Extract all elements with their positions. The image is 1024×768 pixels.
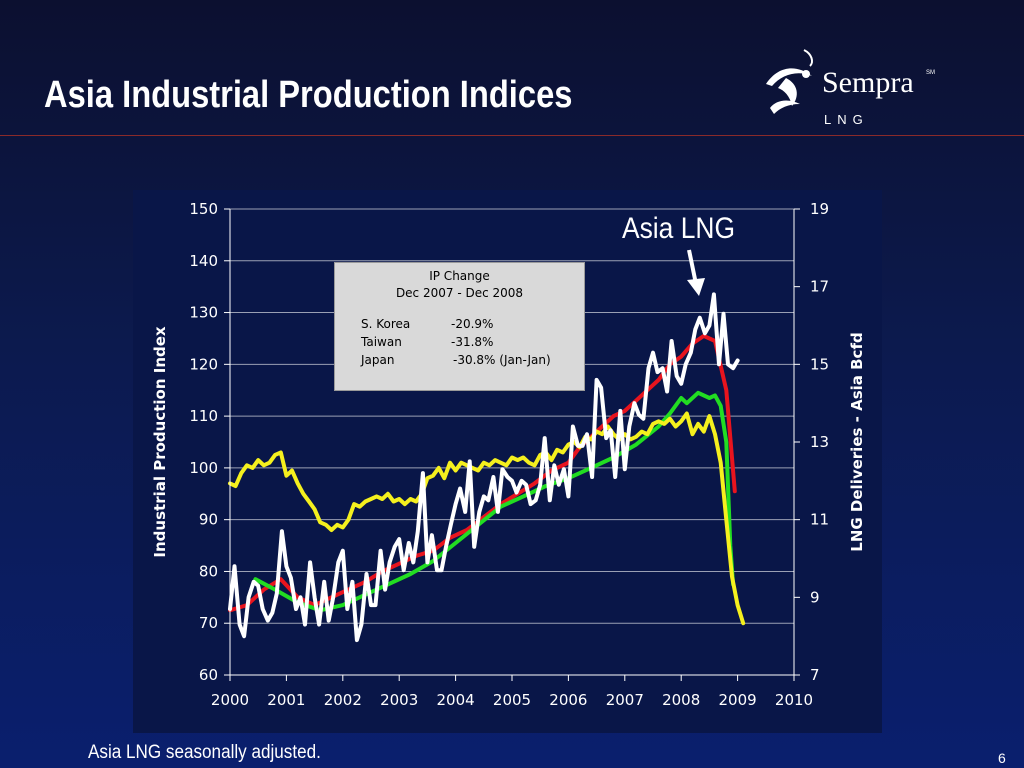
ip-row-country: Japan xyxy=(361,353,395,367)
x-tick-label: 2004 xyxy=(437,691,475,709)
down-arrow-icon xyxy=(687,249,705,296)
y2-tick-label: 11 xyxy=(810,511,829,529)
y-tick-label: 140 xyxy=(189,252,218,270)
y2-tick-label: 9 xyxy=(810,588,820,606)
y-tick-label: 150 xyxy=(189,200,218,218)
y2-tick-label: 13 xyxy=(810,433,829,451)
ip-row-change: -30.8% (Jan-Jan) xyxy=(453,353,551,367)
ip-row-korea: S. Korea -20.9% xyxy=(361,315,584,333)
page-number: 6 xyxy=(998,750,1006,766)
logo-service-mark: SM xyxy=(926,70,935,76)
y-tick-label: 100 xyxy=(189,459,218,477)
page-title: Asia Industrial Production Indices xyxy=(44,74,573,116)
ip-change-box: IP Change Dec 2007 - Dec 2008 S. Korea -2… xyxy=(334,262,585,391)
series-line-3 xyxy=(228,292,740,643)
ip-row-taiwan: Taiwan -31.8% xyxy=(361,333,584,351)
x-tick-label: 2005 xyxy=(493,691,531,709)
y-axis-title: Industrial Production Index xyxy=(151,326,169,557)
y-tick-label: 70 xyxy=(199,614,218,632)
y-tick-label: 130 xyxy=(189,304,218,322)
x-tick-label: 2003 xyxy=(380,691,418,709)
ip-row-japan: Japan -30.8% (Jan-Jan) xyxy=(361,351,584,369)
x-tick-label: 2000 xyxy=(211,691,249,709)
y-tick-label: 110 xyxy=(189,407,218,425)
x-tick-label: 2007 xyxy=(606,691,644,709)
ip-row-country: Taiwan xyxy=(361,335,402,349)
y2-axis-title: LNG Deliveries - Asia Bcfd xyxy=(848,332,866,551)
sempra-swirl-logo-icon xyxy=(766,49,813,114)
y2-tick-label: 15 xyxy=(810,355,829,373)
y-tick-label: 120 xyxy=(189,355,218,373)
x-tick-label: 2008 xyxy=(662,691,700,709)
x-tick-label: 2009 xyxy=(719,691,757,709)
y-tick-label: 60 xyxy=(199,666,218,684)
series-line-1 xyxy=(253,390,736,613)
logo-subtitle: LNG xyxy=(824,112,869,127)
ip-row-change: -31.8% xyxy=(451,335,494,349)
ip-row-country: S. Korea xyxy=(361,317,411,331)
series-line-2 xyxy=(228,411,746,626)
ip-box-header: IP Change xyxy=(429,269,490,283)
y-tick-label: 80 xyxy=(199,562,218,580)
x-tick-label: 2006 xyxy=(549,691,587,709)
title-divider xyxy=(0,135,1024,136)
x-tick-label: 2001 xyxy=(267,691,305,709)
x-tick-label: 2010 xyxy=(775,691,813,709)
chart-panel: 60 70 80 90 100 110 120 130 140 150 7 9 11 13 15 17 19 20… xyxy=(133,190,882,733)
y2-tick-label: 17 xyxy=(810,278,829,296)
footnote: Asia LNG seasonally adjusted. xyxy=(88,742,321,763)
y2-tick-label: 7 xyxy=(810,666,820,684)
ip-box-period: Dec 2007 - Dec 2008 xyxy=(395,286,524,300)
company-logo: Sempra SM LNG xyxy=(760,44,960,134)
y2-tick-label: 19 xyxy=(810,200,829,218)
ip-row-change: -20.9% xyxy=(451,317,494,331)
y-tick-label: 90 xyxy=(199,511,218,529)
logo-name: Sempra xyxy=(822,66,914,99)
asia-lng-callout: Asia LNG xyxy=(622,212,735,245)
x-tick-label: 2002 xyxy=(324,691,362,709)
